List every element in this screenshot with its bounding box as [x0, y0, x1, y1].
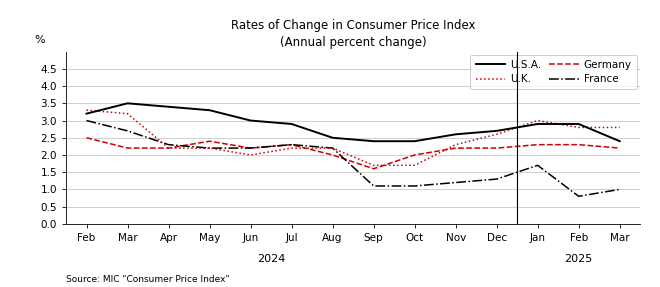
Text: 2024: 2024: [257, 254, 285, 264]
Text: 2025: 2025: [564, 254, 593, 264]
Legend: U.S.A., U.K., Germany, France: U.S.A., U.K., Germany, France: [471, 55, 637, 89]
Text: %: %: [34, 35, 45, 45]
Title: Rates of Change in Consumer Price Index
(Annual percent change): Rates of Change in Consumer Price Index …: [231, 19, 475, 49]
Text: Source: MIC "Consumer Price Index": Source: MIC "Consumer Price Index": [66, 275, 230, 284]
